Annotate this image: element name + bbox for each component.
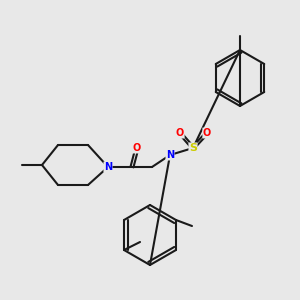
Text: N: N	[104, 162, 112, 172]
Text: O: O	[203, 128, 211, 138]
Text: O: O	[176, 128, 184, 138]
Text: O: O	[133, 143, 141, 153]
Text: S: S	[189, 143, 197, 153]
Text: N: N	[166, 150, 174, 160]
